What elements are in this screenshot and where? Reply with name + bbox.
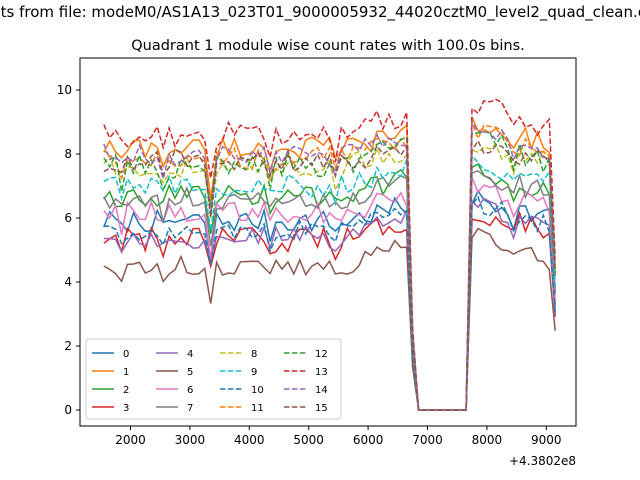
legend-label: 7: [187, 403, 193, 414]
legend-entry: 13: [284, 367, 328, 378]
legend-entry: 8: [220, 349, 257, 360]
y-tick-label: 0: [64, 403, 72, 417]
y-tick-label: 6: [64, 211, 72, 225]
legend-entry: 0: [92, 349, 129, 360]
series-line-5: [103, 227, 556, 411]
legend-entry: 1: [92, 367, 129, 378]
plot-area: [103, 98, 556, 411]
y-tick: 6: [64, 211, 80, 225]
legend-entry: 11: [220, 403, 264, 414]
legend-label: 4: [187, 349, 193, 360]
x-tick: 3000: [175, 426, 206, 447]
series-line-7: [103, 169, 556, 411]
x-tick-label: 6000: [353, 433, 384, 447]
x-tick: 8000: [472, 426, 503, 447]
x-tick-label: 7000: [412, 433, 443, 447]
legend-label: 6: [187, 385, 193, 396]
x-offset-label: +4.3802e8: [509, 454, 576, 468]
x-tick: 7000: [412, 426, 443, 447]
series-line-2: [103, 162, 556, 411]
x-tick-label: 8000: [472, 433, 503, 447]
legend-label: 3: [123, 403, 129, 414]
legend-entry: 5: [156, 367, 193, 378]
x-tick-label: 4000: [234, 433, 265, 447]
legend-label: 2: [123, 385, 129, 396]
series-line-15: [103, 139, 556, 411]
series-line-3: [103, 210, 556, 411]
legend-label: 11: [251, 403, 264, 414]
legend-label: 14: [315, 385, 328, 396]
y-tick: 10: [57, 83, 80, 97]
legend-label: 1: [123, 367, 129, 378]
y-tick-label: 10: [57, 83, 72, 97]
legend-label: 8: [251, 349, 257, 360]
series-line-8: [103, 142, 556, 411]
legend-frame: [85, 338, 342, 420]
legend-entry: 6: [156, 385, 193, 396]
legend-label: 10: [251, 385, 264, 396]
x-tick: 4000: [234, 426, 265, 447]
figure-suptitle: Plots from file: modeM0/AS1A13_023T01_90…: [0, 3, 640, 21]
x-tick-label: 9000: [531, 433, 562, 447]
chart-title: Quadrant 1 module wise count rates with …: [131, 38, 525, 54]
series-line-10: [103, 195, 556, 411]
series-line-0: [103, 189, 556, 411]
axes-frame: [79, 57, 577, 427]
y-tick: 4: [64, 275, 80, 289]
x-tick-label: 5000: [293, 433, 324, 447]
series-line-1: [103, 116, 556, 411]
x-tick-label: 3000: [175, 433, 206, 447]
legend-entry: 2: [92, 385, 129, 396]
series-line-9: [103, 153, 556, 411]
legend-label: 5: [187, 367, 193, 378]
x-tick: 6000: [353, 426, 384, 447]
legend-entry: 3: [92, 403, 129, 414]
legend-entry: 14: [284, 385, 328, 396]
legend-label: 13: [315, 367, 328, 378]
y-tick: 2: [64, 339, 80, 353]
legend-label: 12: [315, 349, 328, 360]
legend-entry: 9: [220, 367, 257, 378]
y-tick-label: 4: [64, 275, 72, 289]
y-tick-label: 2: [64, 339, 72, 353]
y-tick: 0: [64, 403, 80, 417]
legend-entry: 10: [220, 385, 264, 396]
series-line-6: [103, 176, 556, 411]
legend-label: 0: [123, 349, 129, 360]
y-tick-label: 8: [64, 147, 72, 161]
x-tick: 9000: [531, 426, 562, 447]
x-tick-label: 2000: [115, 433, 146, 447]
y-tick: 8: [64, 147, 80, 161]
x-tick: 5000: [293, 426, 324, 447]
legend-entry: 15: [284, 403, 328, 414]
legend-entry: 7: [156, 403, 193, 414]
legend-label: 15: [315, 403, 328, 414]
legend-label: 9: [251, 367, 257, 378]
series-line-14: [103, 120, 556, 411]
series-line-13: [103, 98, 556, 411]
series-line-4: [103, 197, 556, 411]
legend-entry: 12: [284, 349, 328, 360]
legend-entry: 4: [156, 349, 193, 360]
x-tick: 2000: [115, 426, 146, 447]
